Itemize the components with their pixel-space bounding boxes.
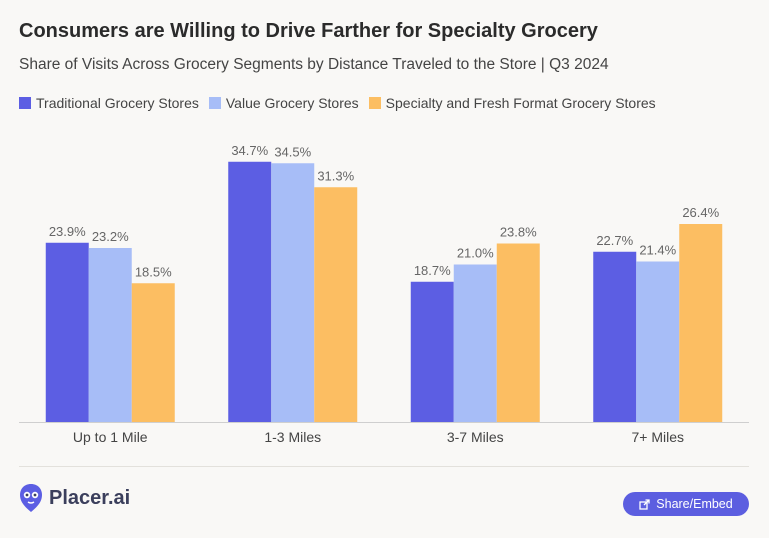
bar-value-0[interactable] bbox=[88, 248, 132, 422]
bar-specialty-2[interactable] bbox=[496, 243, 540, 423]
brand-name: Placer.ai bbox=[49, 486, 131, 509]
bar-specialty-1[interactable] bbox=[314, 187, 358, 422]
bar-specialty-3[interactable] bbox=[679, 224, 723, 422]
bar-value-3[interactable] bbox=[636, 261, 680, 423]
data-label-value-1: 34.5% bbox=[274, 144, 311, 159]
bar-traditional-3[interactable] bbox=[593, 251, 637, 422]
placer-logo[interactable]: Placer.ai bbox=[19, 483, 130, 513]
share-icon bbox=[639, 498, 650, 510]
x-tick-label-2: 3-7 Miles bbox=[447, 429, 504, 445]
data-label-specialty-3: 26.4% bbox=[682, 205, 719, 220]
bar-specialty-0[interactable] bbox=[131, 283, 175, 422]
bar-traditional-0[interactable] bbox=[45, 242, 89, 422]
x-tick-label-1: 1-3 Miles bbox=[264, 429, 321, 445]
data-label-traditional-2: 18.7% bbox=[414, 263, 451, 278]
legend-swatch-specialty bbox=[368, 97, 381, 109]
legend-item-traditional[interactable]: Traditional Grocery Stores bbox=[19, 95, 199, 111]
share-embed-button[interactable]: Share/Embed bbox=[623, 492, 749, 516]
legend-item-specialty[interactable]: Specialty and Fresh Format Grocery Store… bbox=[368, 95, 656, 111]
legend-label-traditional: Traditional Grocery Stores bbox=[36, 95, 199, 111]
legend-label-specialty: Specialty and Fresh Format Grocery Store… bbox=[385, 95, 656, 111]
bar-chart: 23.9% 23.2% 18.5% Up to 1 Mile 34.7% 34.5% 31.… bbox=[19, 143, 749, 445]
data-label-specialty-0: 18.5% bbox=[135, 264, 172, 279]
data-label-value-2: 21.0% bbox=[457, 246, 494, 261]
data-label-value-0: 23.2% bbox=[92, 229, 129, 244]
data-label-traditional-0: 23.9% bbox=[49, 224, 86, 239]
bar-traditional-2[interactable] bbox=[410, 281, 454, 422]
data-label-value-3: 21.4% bbox=[639, 243, 676, 258]
bar-value-2[interactable] bbox=[453, 264, 497, 423]
data-label-specialty-2: 23.8% bbox=[500, 225, 537, 240]
bar-traditional-1[interactable] bbox=[228, 161, 272, 422]
chart-title: Consumers are Willing to Drive Farther f… bbox=[19, 20, 598, 42]
placer-logo-icon bbox=[20, 484, 42, 512]
legend-swatch-value bbox=[208, 97, 221, 109]
legend: Traditional Grocery Stores Value Grocery… bbox=[19, 95, 656, 111]
x-tick-label-0: Up to 1 Mile bbox=[73, 429, 148, 445]
footer-divider bbox=[19, 466, 749, 467]
legend-item-value[interactable]: Value Grocery Stores bbox=[208, 95, 359, 111]
data-label-specialty-1: 31.3% bbox=[317, 168, 354, 183]
x-tick-label-3: 7+ Miles bbox=[631, 429, 684, 445]
data-label-traditional-3: 22.7% bbox=[596, 233, 633, 248]
data-label-traditional-1: 34.7% bbox=[231, 143, 268, 158]
bar-value-1[interactable] bbox=[271, 163, 315, 422]
legend-swatch-traditional bbox=[19, 97, 31, 109]
legend-label-value: Value Grocery Stores bbox=[225, 95, 359, 111]
chart-subtitle: Share of Visits Across Grocery Segments … bbox=[19, 56, 609, 73]
share-embed-label: Share/Embed bbox=[656, 497, 733, 511]
